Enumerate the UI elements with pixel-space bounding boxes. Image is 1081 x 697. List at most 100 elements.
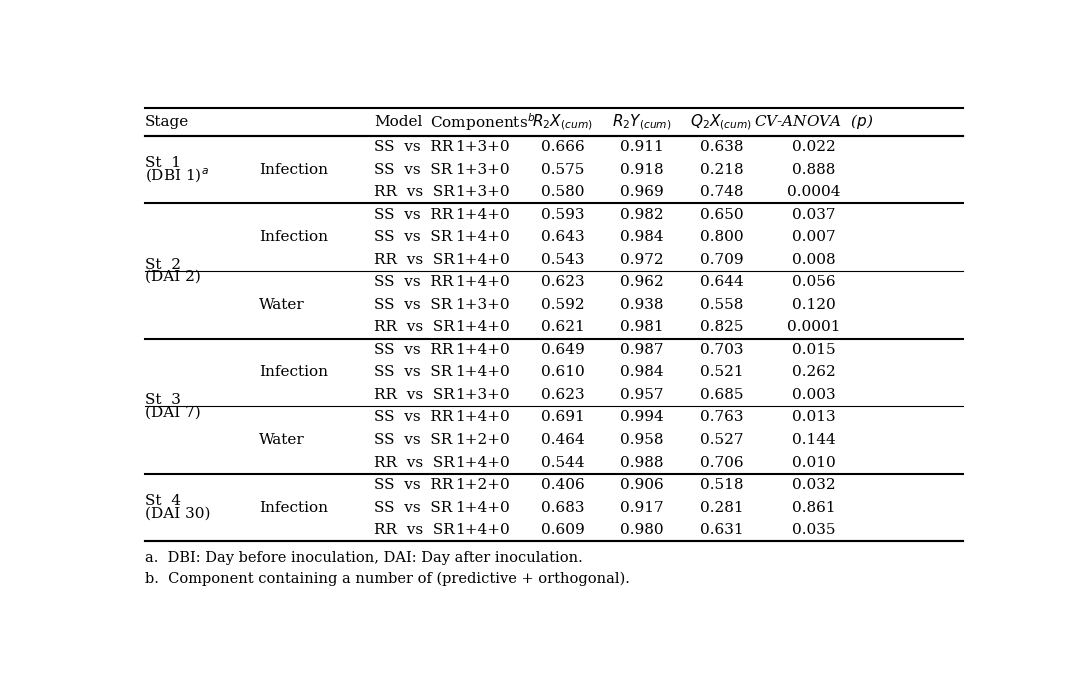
- Text: 0.218: 0.218: [699, 162, 744, 176]
- Text: (DAI 7): (DAI 7): [145, 406, 201, 420]
- Text: 0.906: 0.906: [620, 478, 664, 492]
- Text: RR  vs  SR: RR vs SR: [374, 253, 455, 267]
- Text: 0.643: 0.643: [540, 230, 584, 244]
- Text: Infection: Infection: [259, 500, 329, 514]
- Text: 0.037: 0.037: [792, 208, 836, 222]
- Text: 0.987: 0.987: [620, 343, 664, 357]
- Text: Components$^b$: Components$^b$: [430, 111, 535, 132]
- Text: 1+3+0: 1+3+0: [455, 140, 510, 154]
- Text: 0.748: 0.748: [699, 185, 744, 199]
- Text: 0.825: 0.825: [699, 321, 744, 335]
- Text: Model: Model: [374, 115, 423, 129]
- Text: 0.623: 0.623: [540, 275, 584, 289]
- Text: 0.621: 0.621: [540, 321, 584, 335]
- Text: 0.958: 0.958: [620, 433, 664, 447]
- Text: 0.262: 0.262: [792, 365, 836, 379]
- Text: RR  vs  SR: RR vs SR: [374, 321, 455, 335]
- Text: SS  vs  RR: SS vs RR: [374, 343, 453, 357]
- Text: 0.981: 0.981: [620, 321, 664, 335]
- Text: 1+4+0: 1+4+0: [455, 275, 510, 289]
- Text: 0.685: 0.685: [699, 388, 744, 402]
- Text: St  4: St 4: [145, 494, 182, 508]
- Text: CV-ANOVA  ($p$): CV-ANOVA ($p$): [755, 112, 873, 131]
- Text: 1+4+0: 1+4+0: [455, 500, 510, 514]
- Text: 0.706: 0.706: [699, 456, 744, 470]
- Text: St  1: St 1: [145, 156, 182, 170]
- Text: 1+4+0: 1+4+0: [455, 456, 510, 470]
- Text: a.  DBI: Day before inoculation, DAI: Day after inoculation.: a. DBI: Day before inoculation, DAI: Day…: [145, 551, 583, 565]
- Text: RR  vs  SR: RR vs SR: [374, 388, 455, 402]
- Text: 0.994: 0.994: [620, 411, 664, 424]
- Text: 0.918: 0.918: [620, 162, 664, 176]
- Text: 0.969: 0.969: [620, 185, 664, 199]
- Text: 0.0001: 0.0001: [787, 321, 840, 335]
- Text: 0.638: 0.638: [699, 140, 744, 154]
- Text: 0.035: 0.035: [792, 523, 836, 537]
- Text: Infection: Infection: [259, 230, 329, 244]
- Text: $R_2X_{(cum)}$: $R_2X_{(cum)}$: [532, 112, 592, 132]
- Text: 0.281: 0.281: [699, 500, 744, 514]
- Text: 0.800: 0.800: [699, 230, 744, 244]
- Text: SS  vs  RR: SS vs RR: [374, 478, 453, 492]
- Text: 0.120: 0.120: [792, 298, 836, 312]
- Text: SS  vs  RR: SS vs RR: [374, 275, 453, 289]
- Text: SS  vs  SR: SS vs SR: [374, 230, 452, 244]
- Text: Water: Water: [259, 298, 305, 312]
- Text: 0.609: 0.609: [540, 523, 584, 537]
- Text: 0.558: 0.558: [699, 298, 744, 312]
- Text: St  2: St 2: [145, 258, 182, 272]
- Text: 1+4+0: 1+4+0: [455, 230, 510, 244]
- Text: 0.575: 0.575: [540, 162, 584, 176]
- Text: 0.056: 0.056: [792, 275, 836, 289]
- Text: 0.691: 0.691: [540, 411, 584, 424]
- Text: 0.015: 0.015: [792, 343, 836, 357]
- Text: 0.544: 0.544: [540, 456, 584, 470]
- Text: 1+2+0: 1+2+0: [455, 478, 510, 492]
- Text: 1+4+0: 1+4+0: [455, 253, 510, 267]
- Text: 0.406: 0.406: [540, 478, 584, 492]
- Text: SS  vs  SR: SS vs SR: [374, 500, 452, 514]
- Text: 0.938: 0.938: [620, 298, 664, 312]
- Text: $Q_2X_{(cum)}$: $Q_2X_{(cum)}$: [691, 112, 752, 132]
- Text: 0.709: 0.709: [699, 253, 744, 267]
- Text: 1+4+0: 1+4+0: [455, 411, 510, 424]
- Text: 0.003: 0.003: [792, 388, 836, 402]
- Text: 0.649: 0.649: [540, 343, 584, 357]
- Text: 0.543: 0.543: [540, 253, 584, 267]
- Text: 0.984: 0.984: [620, 365, 664, 379]
- Text: RR  vs  SR: RR vs SR: [374, 456, 455, 470]
- Text: 1+3+0: 1+3+0: [455, 298, 510, 312]
- Text: Infection: Infection: [259, 365, 329, 379]
- Text: $R_2Y_{(cum)}$: $R_2Y_{(cum)}$: [612, 112, 671, 132]
- Text: b.  Component containing a number of (predictive + orthogonal).: b. Component containing a number of (pre…: [145, 572, 630, 586]
- Text: 0.644: 0.644: [699, 275, 744, 289]
- Text: 0.580: 0.580: [540, 185, 584, 199]
- Text: 0.008: 0.008: [792, 253, 836, 267]
- Text: 1+4+0: 1+4+0: [455, 523, 510, 537]
- Text: 0.666: 0.666: [540, 140, 584, 154]
- Text: SS  vs  SR: SS vs SR: [374, 433, 452, 447]
- Text: 0.650: 0.650: [699, 208, 744, 222]
- Text: 0.022: 0.022: [792, 140, 836, 154]
- Text: 1+4+0: 1+4+0: [455, 365, 510, 379]
- Text: 1+4+0: 1+4+0: [455, 208, 510, 222]
- Text: 0.013: 0.013: [792, 411, 836, 424]
- Text: 1+3+0: 1+3+0: [455, 185, 510, 199]
- Text: 0.518: 0.518: [699, 478, 744, 492]
- Text: SS  vs  RR: SS vs RR: [374, 140, 453, 154]
- Text: 0.631: 0.631: [699, 523, 744, 537]
- Text: 0.763: 0.763: [699, 411, 744, 424]
- Text: 0.980: 0.980: [620, 523, 664, 537]
- Text: 1+2+0: 1+2+0: [455, 433, 510, 447]
- Text: St  3: St 3: [145, 393, 181, 407]
- Text: 1+4+0: 1+4+0: [455, 343, 510, 357]
- Text: 0.972: 0.972: [620, 253, 664, 267]
- Text: 0.703: 0.703: [699, 343, 744, 357]
- Text: 0.593: 0.593: [540, 208, 584, 222]
- Text: 0.623: 0.623: [540, 388, 584, 402]
- Text: 0.610: 0.610: [540, 365, 584, 379]
- Text: 0.464: 0.464: [540, 433, 584, 447]
- Text: (DAI 2): (DAI 2): [145, 270, 201, 284]
- Text: 0.984: 0.984: [620, 230, 664, 244]
- Text: Infection: Infection: [259, 162, 329, 176]
